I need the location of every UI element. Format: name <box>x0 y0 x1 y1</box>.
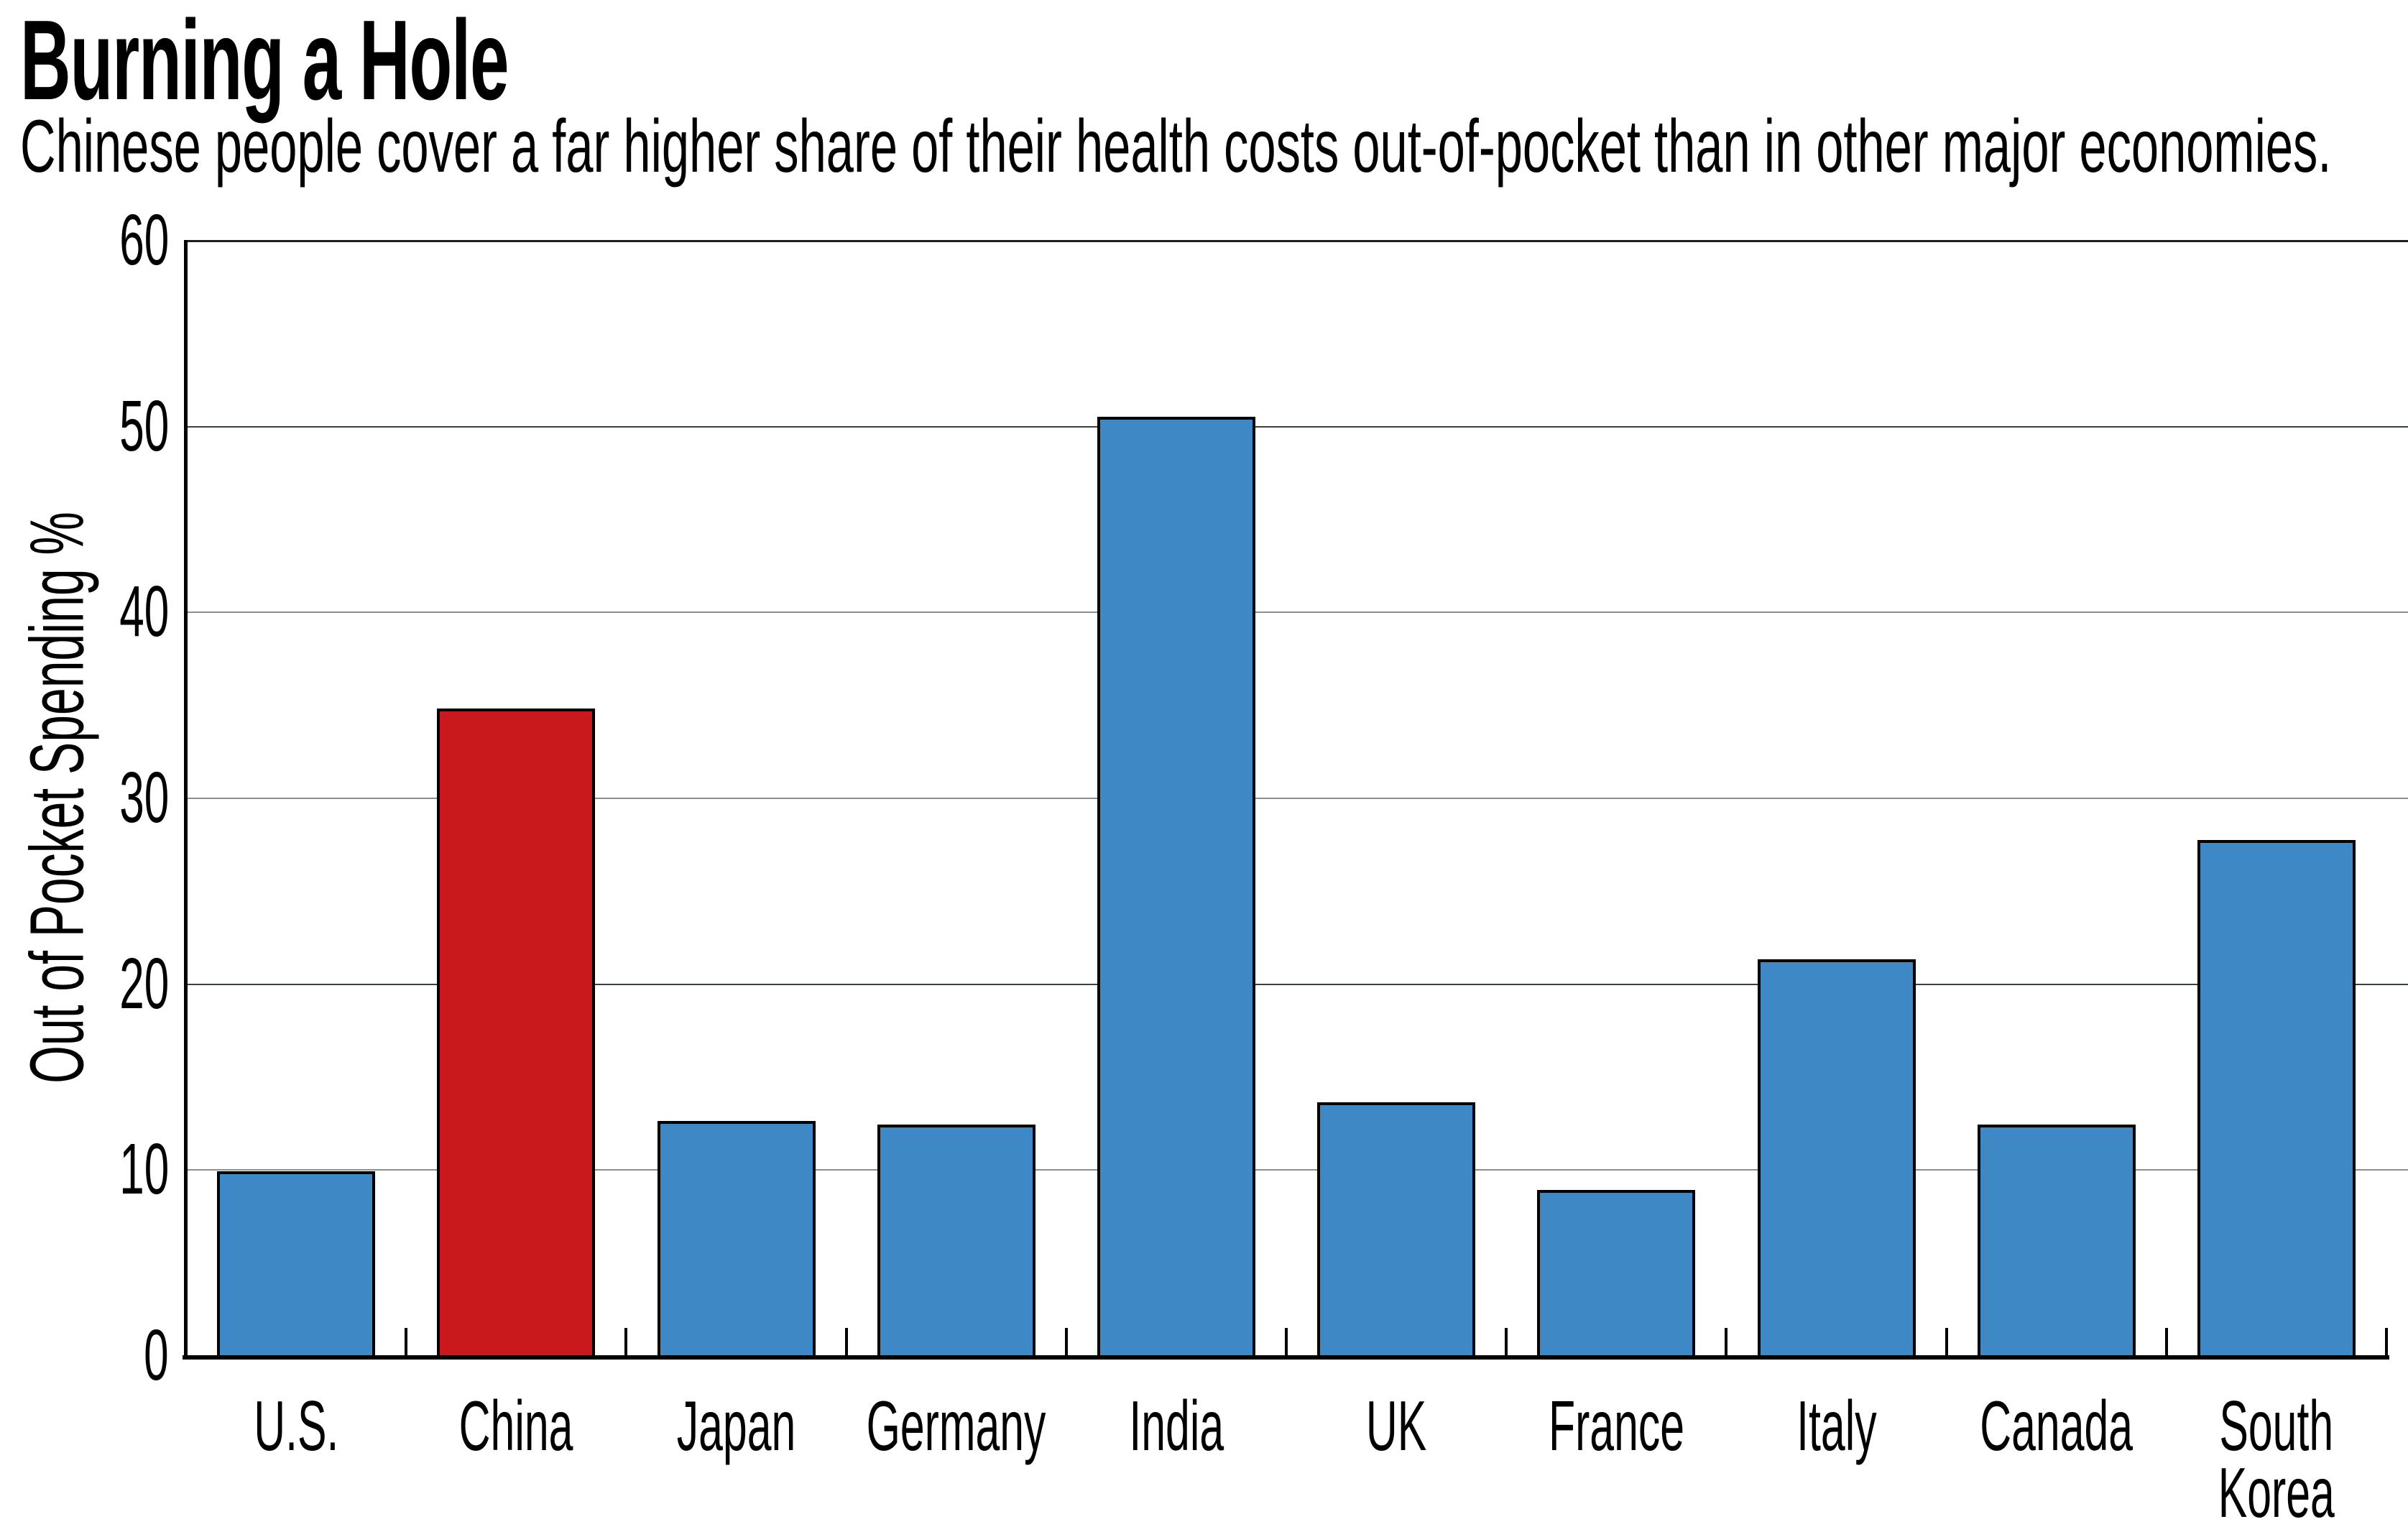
y-tick-label: 30 <box>0 758 169 837</box>
category-boundary-tick <box>1945 1328 1948 1355</box>
category-boundary-tick <box>1725 1328 1728 1355</box>
gridline <box>186 425 2408 428</box>
x-tick-label: Germany <box>726 1386 1186 1465</box>
y-tick-label-text: 0 <box>144 1315 169 1395</box>
category-boundary-tick <box>1285 1328 1288 1355</box>
bar-germany <box>877 1125 1035 1358</box>
x-axis-baseline <box>183 1355 2389 1360</box>
bar-south-korea <box>2197 840 2356 1358</box>
bar-france <box>1537 1189 1696 1358</box>
top-spine <box>184 240 2408 242</box>
x-tick-label-text: Japan <box>676 1386 796 1465</box>
x-tick-label-text: Italy <box>1796 1386 1877 1465</box>
bar-uk <box>1317 1102 1476 1358</box>
x-tick-label-text: China <box>458 1386 573 1465</box>
x-tick-label-text: India <box>1129 1386 1224 1465</box>
x-tick-label: India <box>946 1386 1406 1465</box>
x-tick-label-text: Germany <box>866 1386 1046 1465</box>
x-tick-label-text: UK <box>1365 1386 1427 1465</box>
x-tick-label-text: U.S. <box>254 1386 339 1465</box>
chart-subtitle: Chinese people cover a far higher share … <box>20 105 2408 188</box>
y-tick-label: 10 <box>0 1130 169 1209</box>
gridline <box>186 1169 2408 1171</box>
x-tick-label: France <box>1386 1386 1846 1465</box>
y-tick-label-text: 40 <box>119 571 169 652</box>
x-tick-label-text: France <box>1548 1386 1684 1465</box>
gridline <box>186 612 2408 614</box>
gridline <box>186 983 2408 985</box>
x-tick-label-text: South Korea <box>2218 1386 2335 1532</box>
y-tick-label: 60 <box>0 200 169 280</box>
gridline <box>186 798 2408 799</box>
chart-title: Burning a Hole <box>20 1 808 121</box>
y-tick-label-text: 20 <box>119 943 169 1024</box>
x-tick-label: U.S. <box>66 1386 526 1465</box>
x-tick-label: China <box>286 1386 746 1465</box>
x-tick-label: Italy <box>1607 1386 2067 1465</box>
y-tick-label-text: 30 <box>119 757 169 838</box>
y-tick-label: 20 <box>0 944 169 1023</box>
bar-india <box>1097 416 1255 1358</box>
y-axis-spine <box>184 240 188 1360</box>
y-tick-label: 0 <box>0 1316 169 1395</box>
category-boundary-tick <box>1064 1328 1068 1355</box>
bar-japan <box>657 1121 816 1358</box>
y-tick-label: 50 <box>0 387 169 466</box>
bar-china <box>437 708 596 1358</box>
y-tick-label-text: 50 <box>119 385 169 466</box>
bar-italy <box>1757 959 1916 1358</box>
bar-u-s- <box>217 1171 376 1358</box>
x-tick-label: UK <box>1166 1386 1626 1465</box>
category-boundary-tick <box>405 1328 408 1355</box>
category-boundary-tick <box>2385 1328 2388 1355</box>
x-tick-label-text: Canada <box>1980 1386 2133 1465</box>
x-tick-label: Canada <box>1827 1386 2287 1465</box>
x-tick-label: Japan <box>507 1386 967 1465</box>
chart-title-text: Burning a Hole <box>20 0 509 124</box>
y-tick-label: 40 <box>0 572 169 651</box>
x-tick-label: South Korea <box>2047 1386 2408 1532</box>
bar-canada <box>1977 1125 2136 1358</box>
category-boundary-tick <box>844 1328 848 1355</box>
category-boundary-tick <box>1505 1328 1508 1355</box>
category-boundary-tick <box>624 1328 628 1355</box>
category-boundary-tick <box>2164 1328 2168 1355</box>
y-tick-label-text: 60 <box>119 200 169 280</box>
chart-subtitle-text: Chinese people cover a far higher share … <box>20 105 2332 188</box>
y-tick-label-text: 10 <box>119 1129 169 1210</box>
